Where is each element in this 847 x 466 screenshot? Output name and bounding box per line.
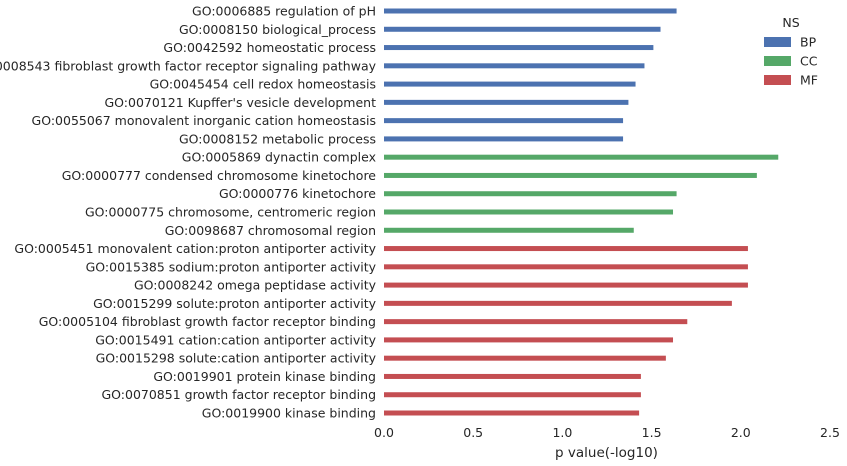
x-axis-title: p value(-log10)	[555, 445, 658, 461]
category-label: GO:0042592 homeostatic process	[163, 40, 376, 55]
category-label: GO:0019900 kinase binding	[202, 406, 376, 421]
category-label: GO:0015491 cation:cation antiporter acti…	[95, 332, 376, 347]
legend-label-mf: MF	[800, 73, 818, 88]
x-tick-label: 0.0	[374, 425, 394, 440]
category-label: GO:0019901 protein kinase binding	[153, 369, 376, 384]
bar-mf	[384, 246, 748, 252]
bar-bp	[384, 63, 645, 69]
legend: NS BP CC MF	[764, 15, 818, 88]
bar-cc	[384, 191, 677, 197]
bars-group	[384, 8, 779, 416]
bar-mf	[384, 355, 666, 361]
x-tick-label: 1.0	[552, 425, 572, 440]
category-label: GO:0000775 chromosome, centromeric regio…	[85, 205, 376, 220]
category-label: GO:0008152 metabolic process	[179, 131, 376, 146]
category-label: GO:0015298 solute:cation antiporter acti…	[96, 351, 377, 366]
legend-swatch-cc	[764, 56, 791, 66]
category-label: GO:0005451 monovalent cation:proton anti…	[14, 241, 376, 256]
bar-mf	[384, 410, 640, 416]
bar-cc	[384, 154, 779, 160]
bar-cc	[384, 209, 674, 215]
category-label: GO:0006885 regulation of pH	[192, 4, 376, 19]
category-label: GO:0098687 chromosomal region	[165, 223, 376, 238]
bar-mf	[384, 337, 674, 343]
legend-label-cc: CC	[800, 54, 818, 69]
bar-mf	[384, 373, 641, 379]
x-tick-label: 2.0	[731, 425, 751, 440]
bar-bp	[384, 136, 624, 142]
legend-title: NS	[782, 15, 799, 30]
category-label: GO:0070121 Kupffer's vesicle development	[105, 95, 377, 110]
bar-bp	[384, 118, 624, 124]
bar-mf	[384, 264, 748, 270]
category-label: GO:0015299 solute:proton antiporter acti…	[93, 296, 376, 311]
category-label: GO:0070851 growth factor receptor bindin…	[101, 387, 376, 402]
category-label: GO:0045454 cell redox homeostasis	[150, 77, 376, 92]
category-label: GO:0000777 condensed chromosome kinetoch…	[62, 168, 377, 183]
category-labels-group: GO:0006885 regulation of pH GO:0008150 bi…	[0, 4, 377, 421]
bar-mf	[384, 300, 732, 306]
legend-label-bp: BP	[800, 35, 817, 50]
category-label: GO:0008150 biological_process	[179, 22, 376, 37]
x-tick-labels-group: 0.0 0.5 1.0 1.5 2.0 2.5	[374, 425, 840, 440]
bar-mf	[384, 319, 688, 325]
category-label: GO:0055067 monovalent inorganic cation h…	[32, 113, 376, 128]
x-tick-label: 0.5	[463, 425, 483, 440]
category-label: GO:0000776 kinetochore	[219, 186, 376, 201]
legend-swatch-bp	[764, 37, 791, 47]
category-label: GO:0008543 fibroblast growth factor rece…	[0, 58, 377, 73]
bar-bp	[384, 99, 629, 105]
category-label: GO:0005104 fibroblast growth factor rece…	[39, 314, 376, 329]
bar-bp	[384, 8, 677, 14]
bar-cc	[384, 172, 757, 178]
x-tick-label: 1.5	[642, 425, 662, 440]
x-tick-label: 2.5	[820, 425, 840, 440]
bar-bp	[384, 45, 654, 51]
bar-bp	[384, 26, 661, 32]
bar-mf	[384, 392, 641, 398]
bar-mf	[384, 282, 748, 288]
bar-bp	[384, 81, 636, 87]
legend-swatch-mf	[764, 75, 791, 85]
category-label: GO:0005869 dynactin complex	[182, 150, 376, 165]
bar-cc	[384, 227, 634, 233]
category-label: GO:0008242 omega peptidase activity	[134, 278, 377, 293]
category-label: GO:0015385 sodium:proton antiporter acti…	[86, 259, 377, 274]
